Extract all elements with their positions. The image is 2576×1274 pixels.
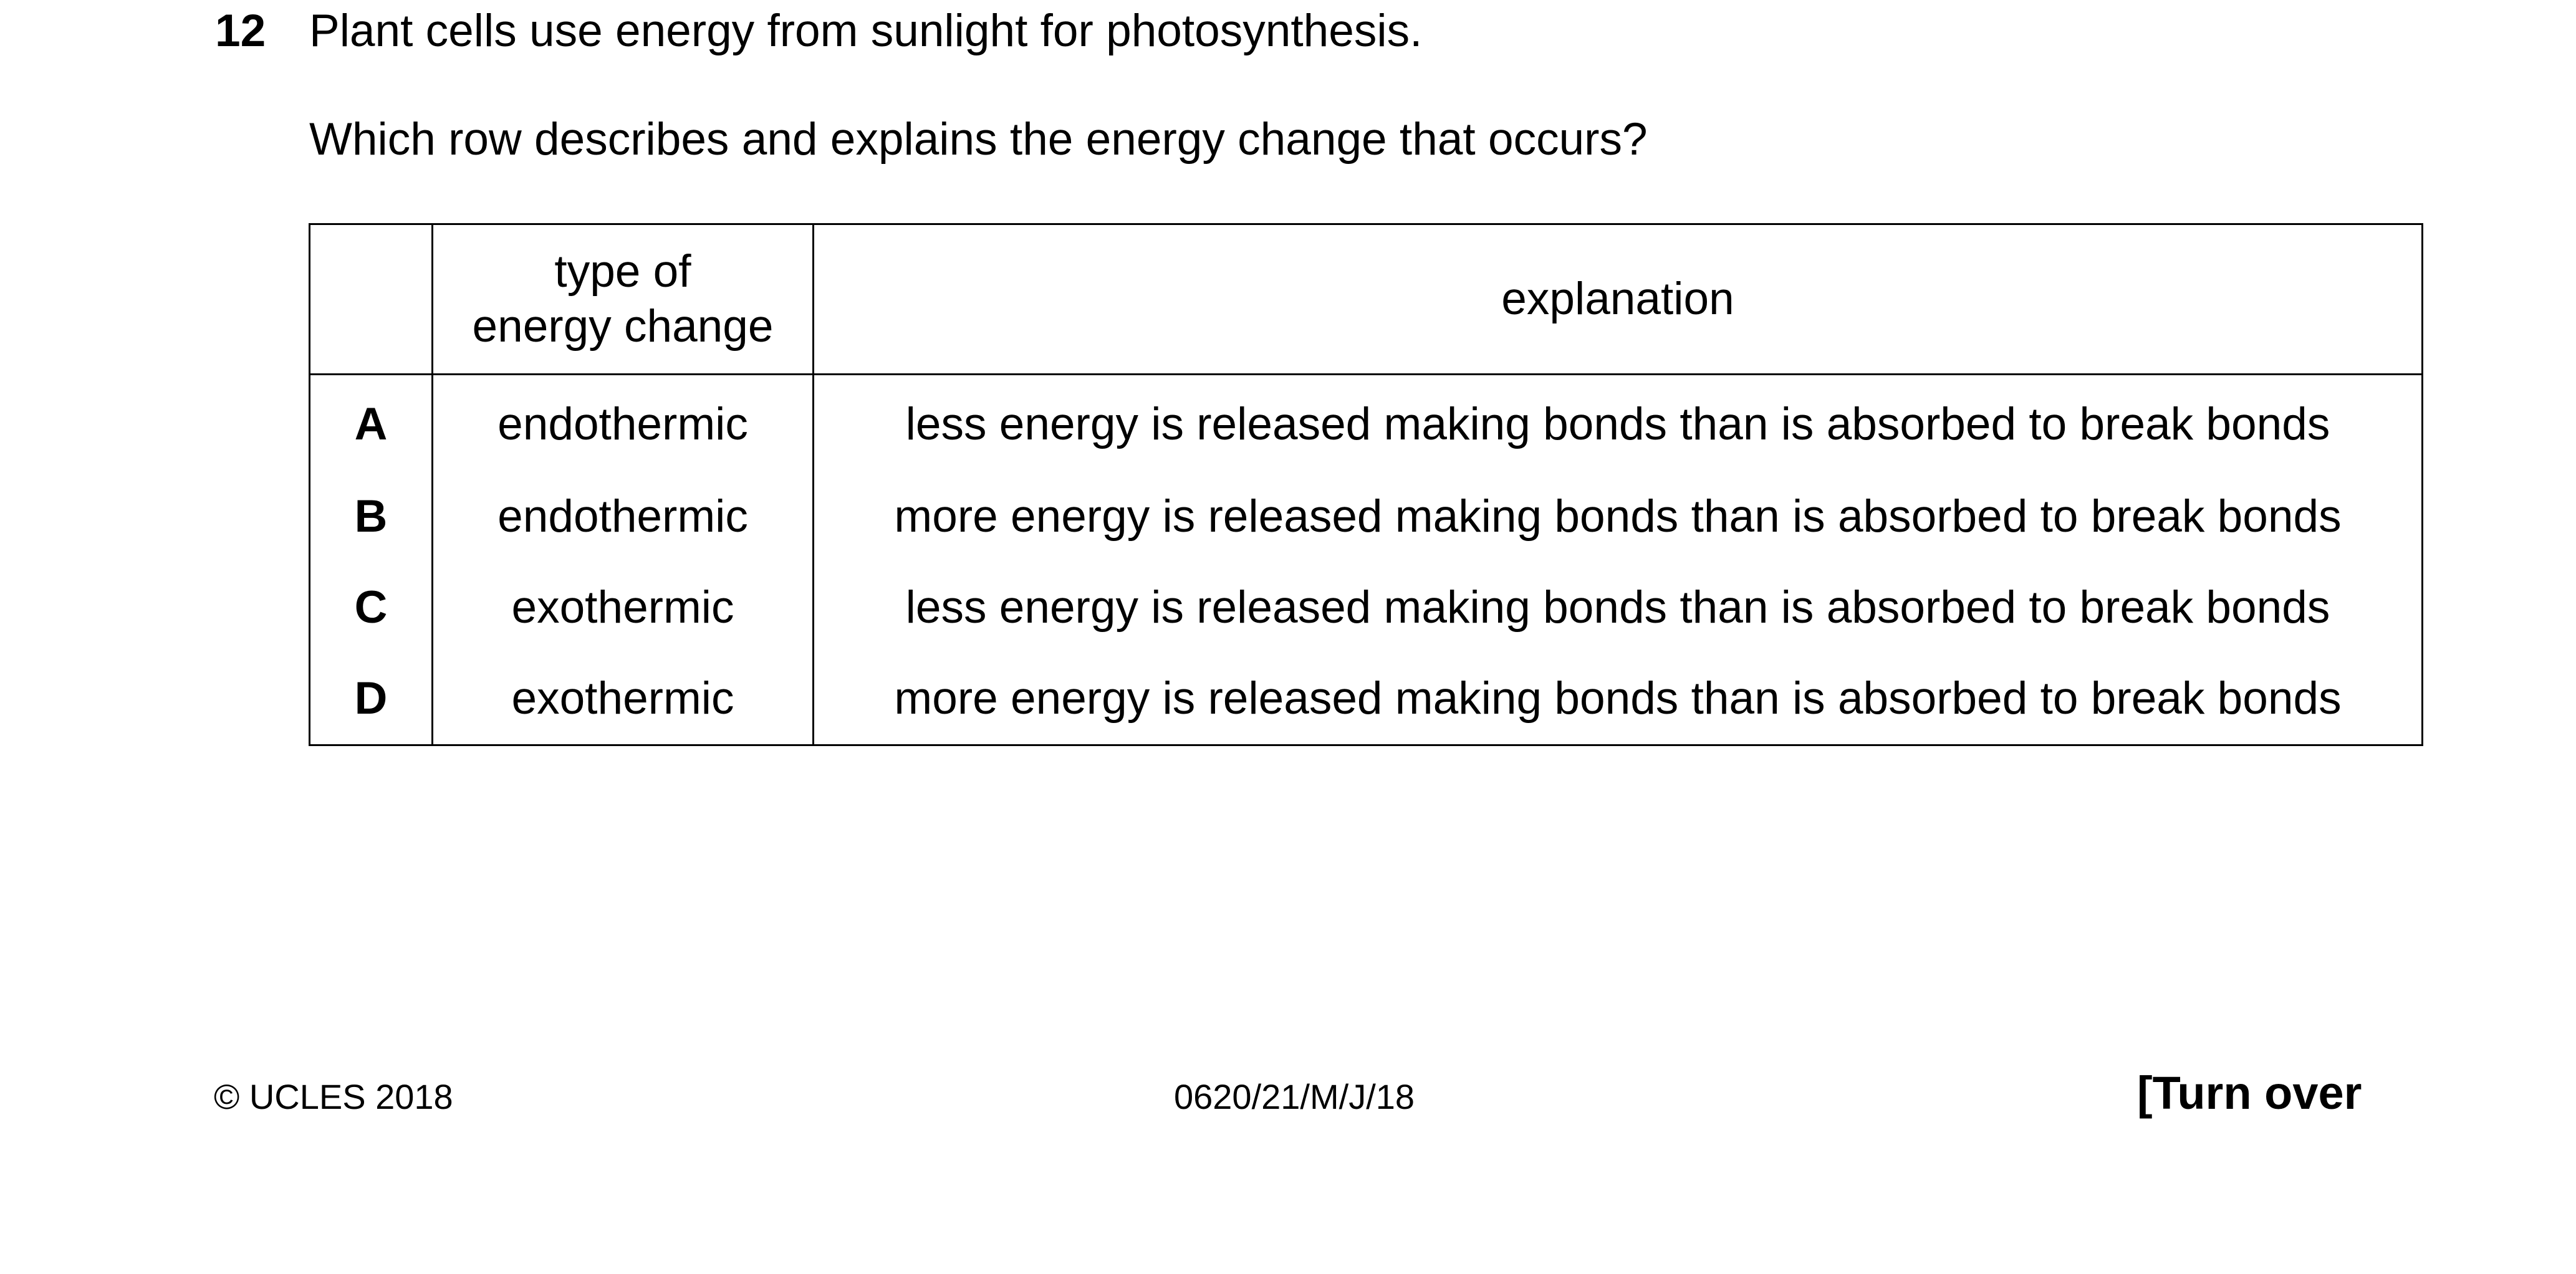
table-row: C exothermic less energy is released mak… <box>309 562 2423 653</box>
header-explanation: explanation <box>812 223 2423 375</box>
header-type-of-energy-change: type of energy change <box>431 223 814 375</box>
copyright-notice: © UCLES 2018 <box>214 1077 453 1116</box>
question-number: 12 <box>215 6 266 56</box>
header-letter <box>309 223 433 375</box>
header-type-line1: type of <box>554 246 691 297</box>
option-letter: D <box>309 653 433 746</box>
option-letter: C <box>309 562 433 653</box>
option-explanation: less energy is released making bonds tha… <box>812 374 2423 471</box>
option-letter: A <box>309 374 433 471</box>
option-letter: B <box>309 471 433 562</box>
header-type-line2: energy change <box>472 301 774 352</box>
table-row: B endothermic more energy is released ma… <box>309 471 2423 562</box>
option-type: exothermic <box>431 562 814 653</box>
option-type: endothermic <box>431 374 814 471</box>
question-stem: Plant cells use energy from sunlight for… <box>309 6 1423 56</box>
option-explanation: more energy is released making bonds tha… <box>812 471 2423 562</box>
option-type: endothermic <box>431 471 814 562</box>
option-type: exothermic <box>431 653 814 746</box>
turn-over-label: [Turn over <box>2137 1067 2362 1119</box>
paper-code: 0620/21/M/J/18 <box>1174 1077 1415 1116</box>
answer-options-table: type of energy change explanation A endo… <box>309 223 2423 746</box>
table-row: D exothermic more energy is released mak… <box>309 653 2423 746</box>
table-header-row: type of energy change explanation <box>309 223 2423 375</box>
option-explanation: more energy is released making bonds tha… <box>812 653 2423 746</box>
option-explanation: less energy is released making bonds tha… <box>812 562 2423 653</box>
question-prompt: Which row describes and explains the ene… <box>309 114 1648 165</box>
table-row: A endothermic less energy is released ma… <box>309 374 2423 471</box>
